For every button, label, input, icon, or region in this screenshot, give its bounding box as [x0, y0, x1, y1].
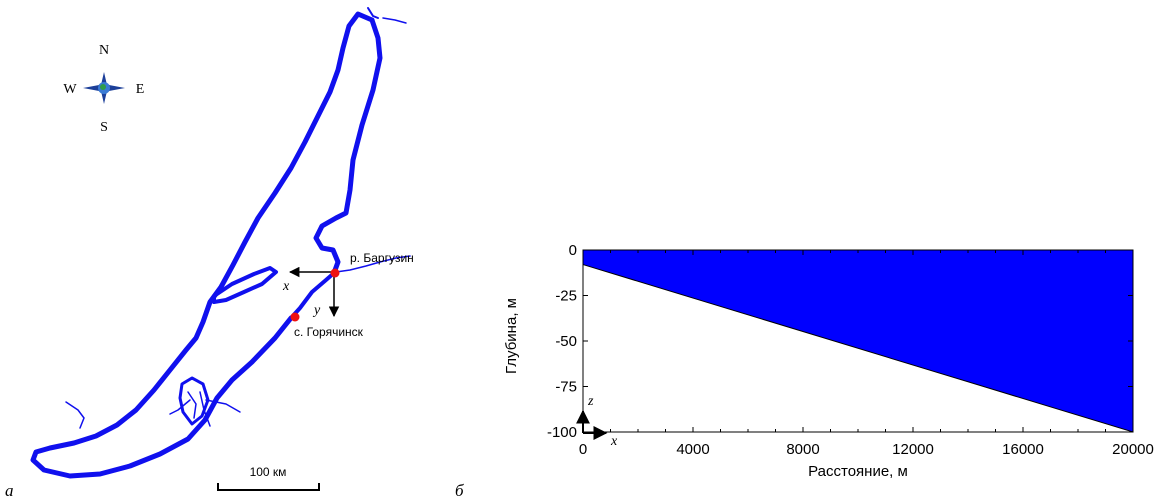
compass-north-label: N	[99, 43, 109, 58]
x-tick-label: 0	[579, 441, 587, 458]
x-mark-label: x	[610, 434, 618, 449]
axis-x-label: x	[282, 279, 290, 294]
goryachinsk-point-icon	[290, 312, 300, 322]
panel-a-label: а	[5, 481, 14, 500]
x-tick-label: 4000	[676, 441, 709, 458]
y-tick-label: -75	[555, 379, 577, 396]
compass-rose-icon: N S W E	[63, 43, 144, 135]
map-points: р. Баргузин с. Горячинск	[290, 251, 414, 339]
coordinate-axes: x y	[282, 266, 340, 318]
y-axis-title: Глубина, м	[503, 298, 520, 374]
y-tick-label: 0	[569, 242, 577, 259]
scale-bar: 100 км	[217, 465, 320, 491]
compass-east-label: E	[136, 82, 145, 97]
y-tick-label: -25	[555, 288, 577, 305]
goryachinsk-label: с. Горячинск	[294, 325, 364, 339]
origin-axes: z x	[576, 394, 618, 449]
z-mark-label: z	[587, 394, 594, 409]
x-tick-label: 20000	[1112, 441, 1154, 458]
panel-b: 0 4000 8000 12000 16000 20000 0-25-50-75-100 …	[455, 242, 1154, 500]
depth-chart: 0 4000 8000 12000 16000 20000 0-25-50-75-100 …	[503, 242, 1154, 480]
barguzin-point-icon	[330, 268, 340, 278]
barguzin-label: р. Баргузин	[350, 251, 414, 265]
x-tick-label: 16000	[1002, 441, 1044, 458]
scale-bar-label: 100 км	[250, 465, 287, 479]
panel-a: N S W E	[5, 7, 414, 500]
axis-y-label: y	[312, 303, 321, 318]
y-tick-label: -50	[555, 333, 577, 350]
compass-south-label: S	[100, 120, 108, 135]
x-axis-title: Расстояние, м	[808, 463, 908, 480]
y-tick-label: -100	[547, 424, 577, 441]
x-tick-label: 8000	[786, 441, 819, 458]
panel-b-label: б	[455, 481, 464, 500]
y-ticks: 0 -25 -50 -75 -100	[547, 242, 1133, 441]
x-ticks: 0 4000 8000 12000 16000 20000	[579, 250, 1154, 458]
x-tick-label: 12000	[892, 441, 934, 458]
lake-outline	[30, 7, 411, 479]
compass-west-label: W	[63, 82, 77, 97]
